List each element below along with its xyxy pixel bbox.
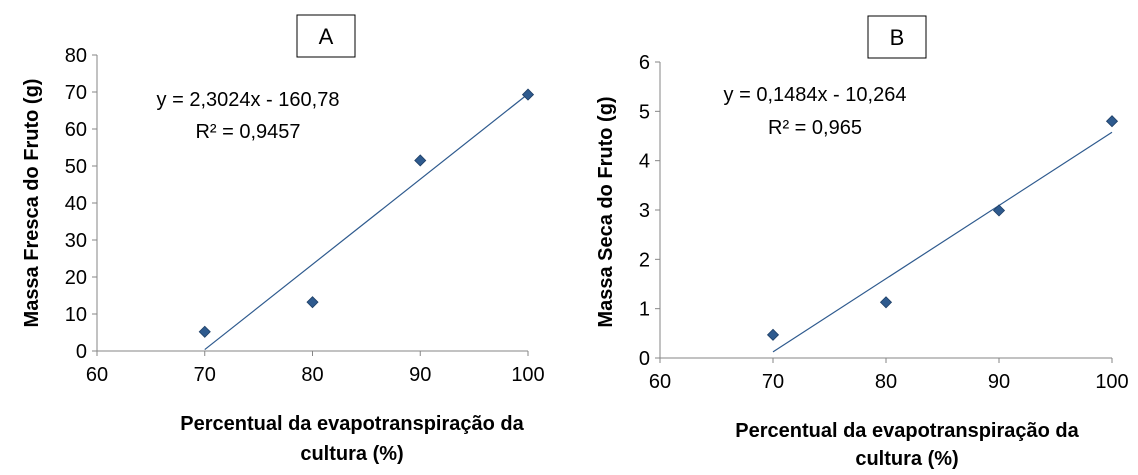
- data-point-a: [306, 296, 319, 309]
- y-tick-label-b: 5: [639, 101, 650, 123]
- y-tick-label-a: 40: [65, 193, 87, 215]
- data-point-a: [521, 88, 535, 101]
- y-tick-label-b: 3: [639, 200, 650, 222]
- panel-label-box-b: [867, 15, 927, 59]
- y-tick-label-a: 30: [65, 230, 87, 252]
- y-tick-label-a: 50: [65, 156, 87, 178]
- r-squared-a: R² = 0,9457: [195, 121, 300, 143]
- regression-equation-a: y = 2,3024x - 160,78: [157, 89, 340, 111]
- trendline-b: [772, 131, 1113, 353]
- x-axis-title-a: Percentual da evapotranspiração da: [180, 413, 524, 435]
- x-tick-label-b: 70: [762, 371, 784, 393]
- y-tick-label-a: 10: [65, 304, 87, 326]
- y-tick-label-a: 80: [65, 45, 87, 67]
- y-tick-label-b: 2: [639, 249, 650, 271]
- x-axis-title-b: Percentual da evapotranspiração da: [735, 420, 1079, 442]
- y-tick-label-a: 70: [65, 82, 87, 104]
- x-tick-label-a: 60: [86, 364, 108, 386]
- x-tick-label-b: 80: [875, 371, 897, 393]
- y-tick-label-b: 6: [639, 52, 650, 74]
- y-tick-label-b: 4: [639, 151, 650, 173]
- data-point-b: [879, 296, 893, 309]
- r-squared-b: R² = 0,965: [768, 117, 862, 139]
- panel-label-a: A: [319, 24, 334, 49]
- y-tick-label-a: 60: [65, 119, 87, 141]
- x-tick-label-a: 90: [409, 364, 431, 386]
- x-axis-title-a: cultura (%): [300, 443, 403, 465]
- y-tick-label-a: 20: [65, 267, 87, 289]
- data-point-b: [1105, 115, 1119, 128]
- x-tick-label-b: 100: [1095, 371, 1128, 393]
- y-axis-title-a: Massa Fresca do Fruto (g): [21, 79, 43, 328]
- x-axis-title-b: cultura (%): [855, 448, 958, 470]
- x-tick-label-b: 60: [649, 371, 671, 393]
- data-point-a: [414, 154, 427, 167]
- data-point-b: [992, 204, 1006, 217]
- panel-label-b: B: [890, 25, 905, 50]
- panel-label-box-a: [296, 14, 356, 58]
- x-tick-label-b: 90: [988, 371, 1010, 393]
- y-tick-label-b: 1: [639, 299, 650, 321]
- data-point-a: [198, 325, 211, 338]
- data-point-b: [766, 328, 780, 341]
- trendline-a: [204, 93, 529, 351]
- y-tick-label-b: 0: [639, 348, 650, 370]
- regression-equation-b: y = 0,1484x - 10,264: [724, 84, 907, 106]
- y-axis-title-b: Massa Seca do Fruto (g): [595, 96, 617, 327]
- x-tick-label-a: 100: [511, 364, 544, 386]
- x-tick-label-a: 80: [301, 364, 323, 386]
- y-tick-label-a: 0: [76, 341, 87, 363]
- x-tick-label-a: 70: [194, 364, 216, 386]
